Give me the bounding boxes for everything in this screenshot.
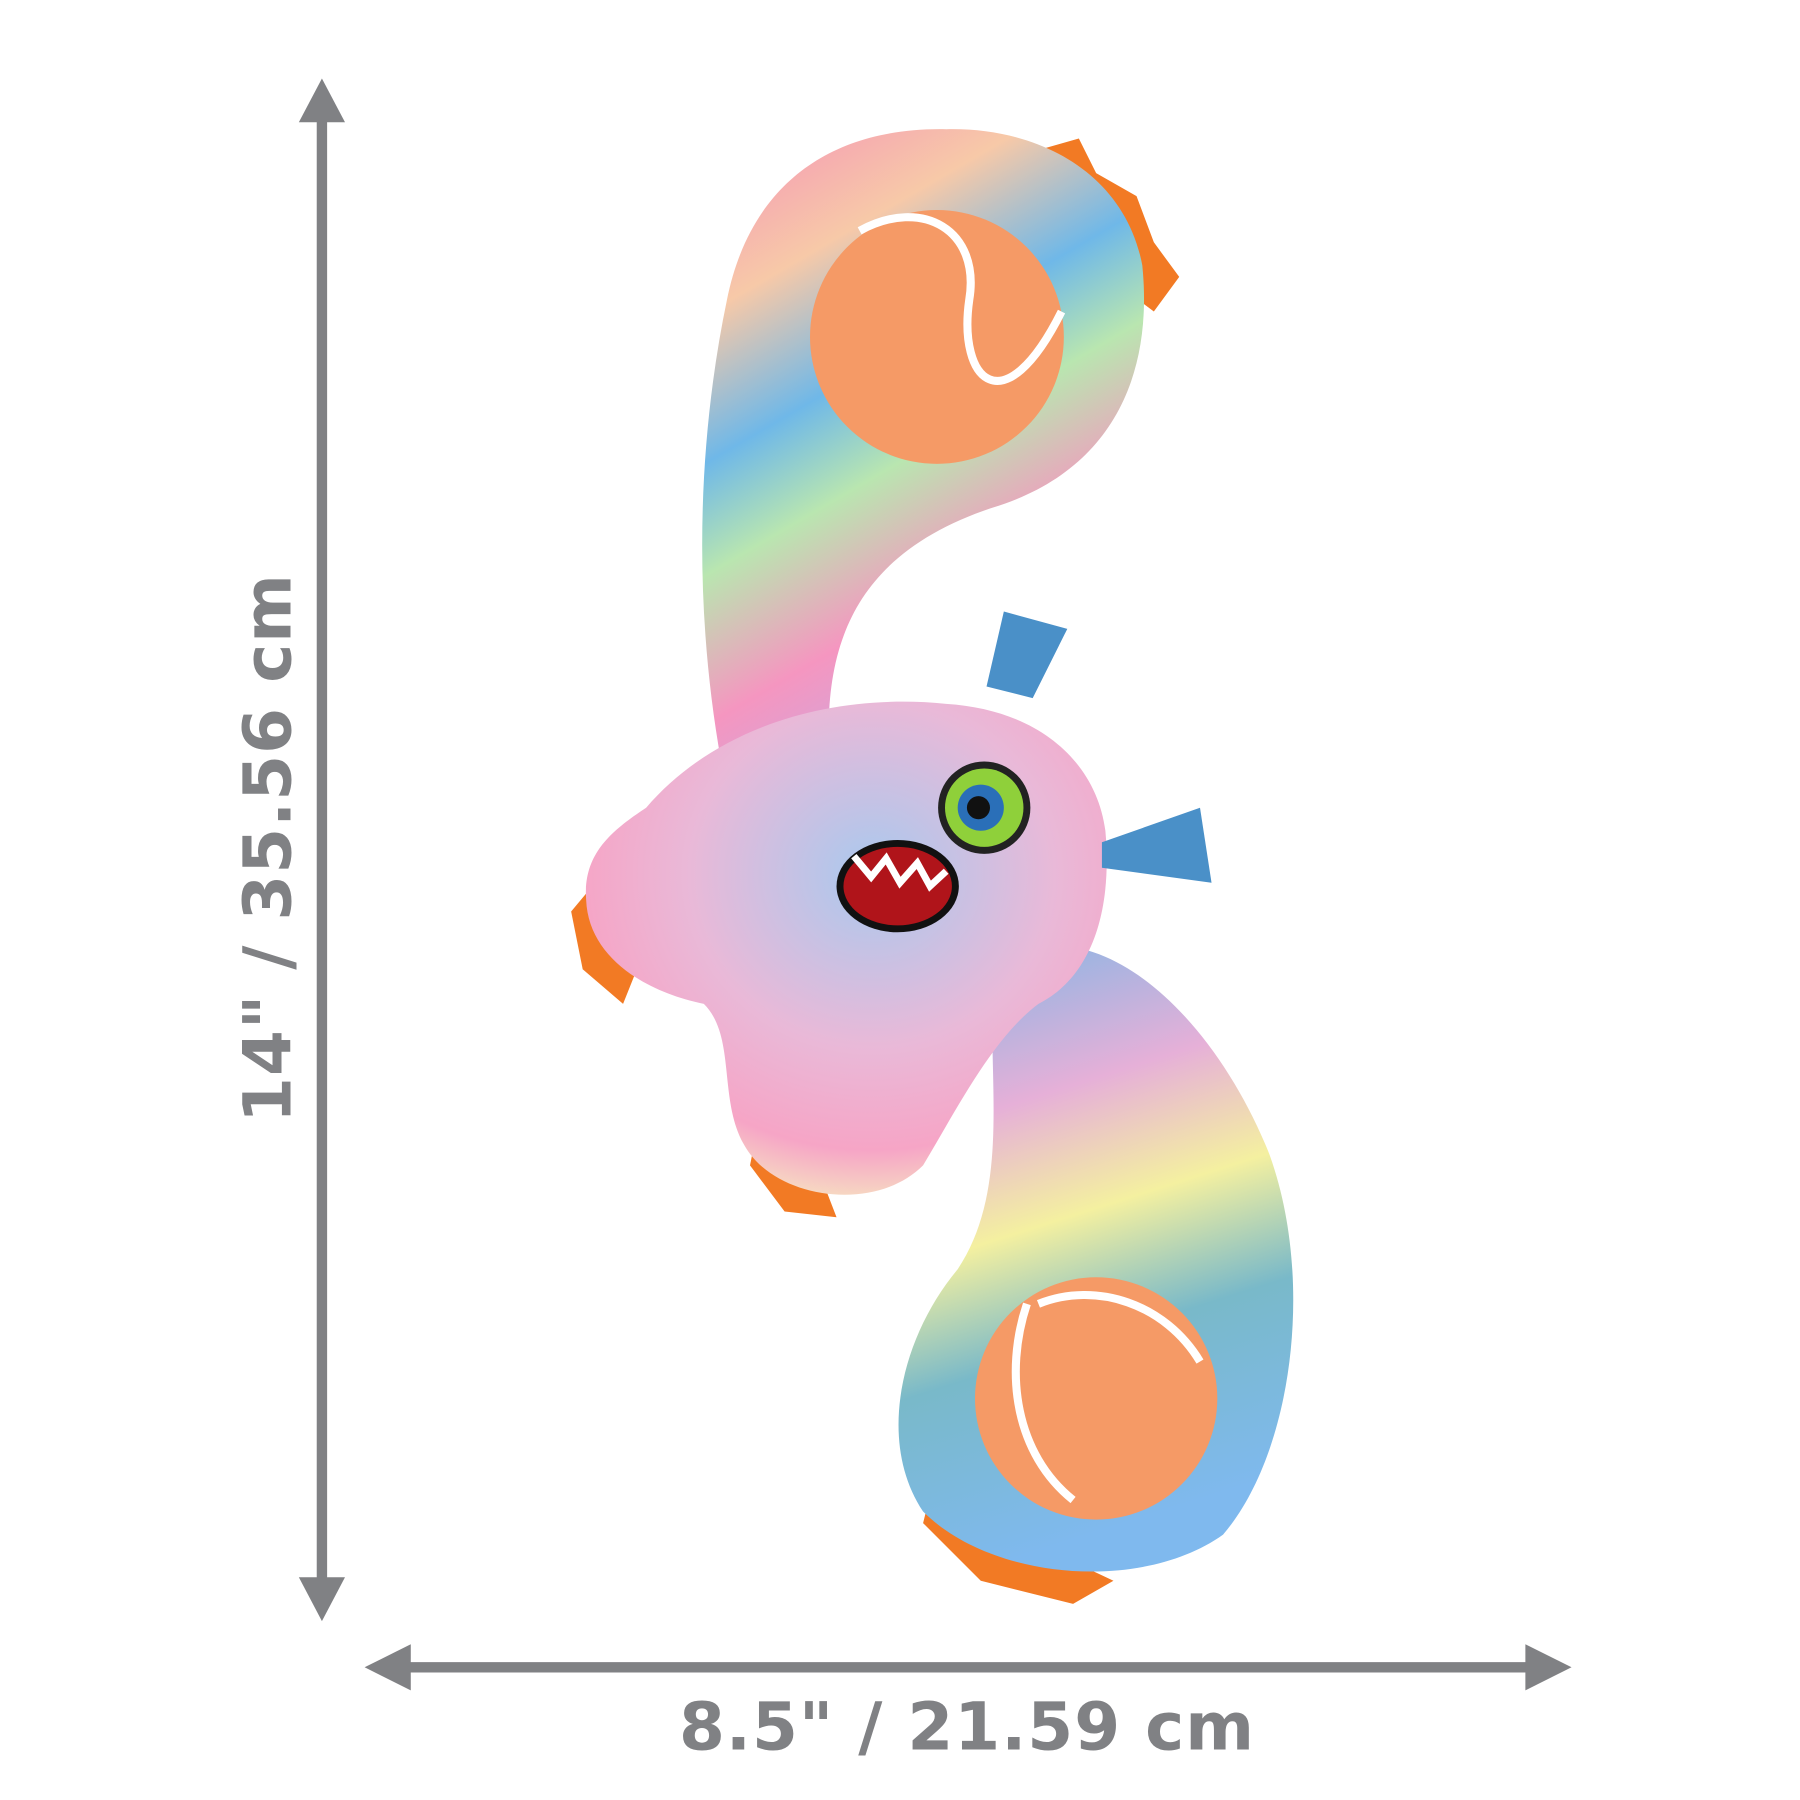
height-dimension-label: 14" / 35.56 cm (229, 573, 307, 1123)
plush-toy (571, 129, 1294, 1604)
antenna-side (1101, 807, 1212, 883)
eye-icon (938, 761, 1031, 854)
mouth-icon (836, 840, 959, 933)
antenna-top (986, 611, 1068, 699)
tennis-ball-top (810, 210, 1064, 464)
tennis-ball-bottom (975, 1277, 1218, 1520)
width-dimension-label: 8.5" / 21.59 cm (679, 1688, 1255, 1766)
height-arrow (298, 78, 345, 1622)
width-arrow (364, 1644, 1572, 1691)
